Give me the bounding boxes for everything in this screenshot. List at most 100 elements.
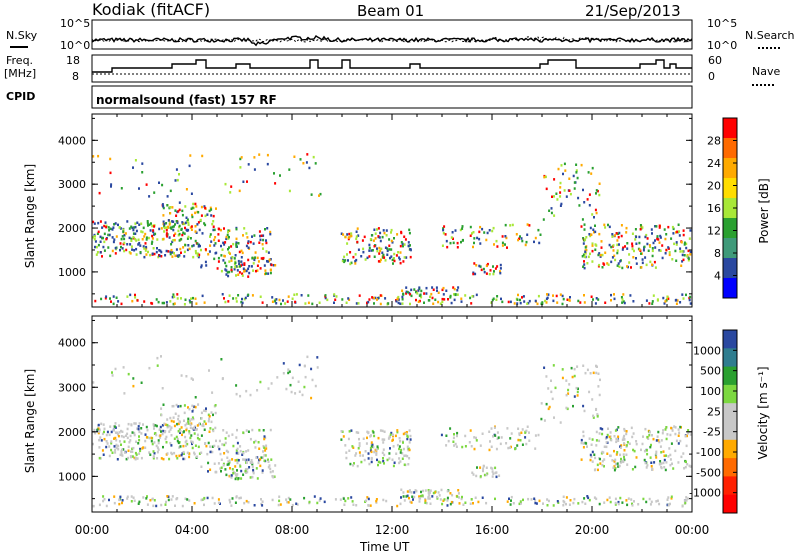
echo-cell [112,226,115,229]
echo-cell [557,167,560,171]
echo-cell [381,451,384,455]
echo-cell [170,444,173,447]
echo-cell [163,230,166,233]
echo-cell [118,424,121,427]
echo-cell [214,236,217,239]
echo-cell [209,445,212,448]
echo-cell [150,222,152,225]
echo-cell [268,258,271,261]
echo-cell [655,439,658,442]
echo-cell [153,452,156,455]
echo-cell [423,292,426,295]
echo-cell [208,430,211,433]
echo-cell [203,222,206,225]
echo-cell [97,423,100,427]
echo-cell [256,264,259,267]
echo-cell [145,183,148,186]
echo-cell [492,265,494,268]
colorbar-tick-label: 25 [707,405,721,418]
echo-cell [187,420,190,423]
echo-cell [381,251,384,254]
echo-cell [130,495,133,498]
echo-cell [631,232,634,235]
echo-cell [548,209,551,212]
echo-cell [393,237,395,240]
echo-cell [180,237,183,241]
echo-cell [92,220,95,224]
echo-cell [189,301,192,304]
echo-cell [444,233,447,236]
echo-cell [185,216,188,219]
echo-cell [251,462,254,466]
echo-cell [100,422,103,426]
echo-cell [220,458,223,461]
echo-cell [130,423,133,426]
echo-cell [504,223,507,227]
echo-cell [177,417,180,421]
echo-cell [527,497,530,501]
echo-cell [259,238,262,242]
echo-cell [584,238,587,241]
echo-cell [681,293,684,296]
echo-cell [261,471,264,474]
echo-cell [177,405,180,408]
echo-cell [397,298,400,301]
echo-cell [418,500,421,503]
echo-cell [323,500,326,504]
echo-cell [559,293,562,296]
x-tick-label: 16:00 [475,523,510,537]
echo-cell [225,273,228,276]
echo-cell [675,439,678,443]
echo-cell [661,244,664,247]
echo-cell [479,225,482,229]
echo-cell [588,204,591,207]
echo-cell [595,211,598,215]
echo-cell [285,498,288,501]
echo-cell [233,263,236,266]
echo-cell [248,271,251,275]
echo-cell [582,446,585,449]
echo-cell [162,214,165,217]
colorbar-segment [723,348,737,368]
echo-cell [655,225,658,228]
echo-cell [582,237,585,240]
echo-cell [481,432,484,435]
echo-cell [429,295,432,299]
echo-cell [271,296,274,299]
echo-cell [208,250,211,253]
echo-cell [115,439,118,442]
echo-cell [598,193,601,197]
echo-cell [657,430,660,434]
echo-cell [138,223,141,226]
echo-cell [428,494,431,497]
echo-cell [127,449,130,452]
echo-cell [512,502,515,505]
echo-cell [376,249,379,253]
echo-cell [510,495,513,499]
echo-cell [195,302,198,305]
echo-cell [228,461,231,464]
echo-cell [180,453,183,457]
echo-cell [441,300,444,304]
echo-cell [239,265,241,268]
echo-cell [210,420,213,424]
echo-cell [686,255,689,258]
echo-cell [594,248,597,251]
echo-cell [261,301,264,304]
echo-cell [160,407,163,410]
echo-cell [365,499,368,502]
echo-cell [303,364,306,368]
echo-cell [205,264,208,267]
echo-cell [658,241,661,244]
echo-cell [269,428,272,432]
echo-cell [221,293,224,296]
echo-cell [137,442,140,445]
echo-cell [270,458,273,461]
echo-cell [180,228,183,231]
echo-cell [408,490,411,493]
echo-cell [679,425,682,429]
echo-cell [354,454,357,457]
echo-cell [105,237,108,241]
echo-cell [650,228,653,231]
echo-cell [166,418,169,421]
